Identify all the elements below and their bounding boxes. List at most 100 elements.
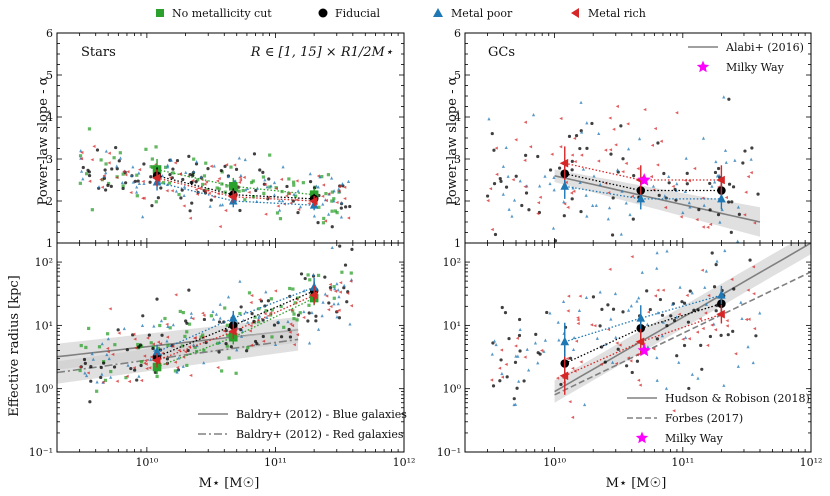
scatter-point-metal-rich — [258, 297, 262, 302]
scatter-point-fiducial — [708, 208, 712, 212]
scatter-point-no-metallicity-cut — [241, 188, 245, 193]
binned-point-metal-rich — [308, 196, 318, 206]
scatter-point-metal-rich — [337, 308, 341, 312]
scatter-point-metal-poor — [717, 173, 721, 177]
scatter-point-no-metallicity-cut — [226, 333, 230, 337]
scatter-point-metal-rich — [182, 204, 186, 208]
scatter-point-metal-rich — [328, 282, 332, 287]
scatter-point-metal-poor — [174, 189, 178, 193]
scatter-point-metal-poor — [202, 361, 206, 365]
scatter-point-fiducial — [279, 335, 284, 339]
scatter-point-metal-rich — [708, 222, 713, 226]
scatter-point-fiducial — [512, 397, 516, 401]
scatter-point-metal-poor — [106, 337, 110, 341]
scatter-point-fiducial — [719, 333, 723, 338]
scatter-point-metal-rich — [568, 400, 572, 404]
scatter-point-fiducial — [621, 310, 625, 314]
scatter-point-no-metallicity-cut — [268, 153, 272, 157]
scatter-point-metal-rich — [630, 194, 634, 198]
scatter-point-fiducial — [234, 167, 239, 171]
scatter-point-metal-rich — [144, 359, 148, 363]
scatter-point-fiducial — [337, 316, 342, 320]
scatter-point-metal-rich — [165, 335, 170, 339]
scatter-point-no-metallicity-cut — [192, 157, 196, 161]
scatter-point-metal-poor — [688, 205, 692, 209]
scatter-point-no-metallicity-cut — [206, 188, 210, 192]
scatter-point-metal-rich — [158, 342, 163, 346]
scatter-point-no-metallicity-cut — [87, 326, 91, 331]
binned-point-metal-poor — [717, 193, 726, 203]
scatter-point-no-metallicity-cut — [349, 271, 353, 275]
scatter-point-metal-poor — [321, 300, 325, 304]
scatter-point-metal-rich — [566, 294, 571, 298]
scatter-point-metal-poor — [171, 323, 175, 327]
scatter-point-metal-poor — [182, 193, 186, 198]
scatter-point-fiducial — [603, 360, 607, 364]
scatter-point-metal-rich — [250, 293, 254, 298]
scatter-point-metal-poor — [336, 288, 340, 292]
scatter-point-metal-rich — [701, 225, 705, 229]
scatter-point-metal-rich — [618, 343, 622, 347]
scatter-point-metal-poor — [184, 170, 188, 174]
scatter-point-metal-poor — [100, 342, 104, 346]
scatter-point-metal-poor — [211, 317, 216, 321]
scatter-point-metal-rich — [144, 362, 148, 366]
scatter-point-fiducial — [133, 179, 137, 183]
scatter-point-metal-rich — [141, 179, 145, 184]
stars-slope-panel: 1 2 3 4 5 6 — [46, 27, 405, 250]
scatter-point-metal-rich — [238, 176, 242, 180]
scatter-point-fiducial — [559, 382, 563, 387]
scatter-point-fiducial — [339, 206, 343, 210]
scatter-point-metal-rich — [744, 190, 748, 194]
scatter-point-fiducial — [507, 336, 511, 341]
scatter-point-metal-rich — [134, 346, 138, 350]
scatter-point-metal-rich — [612, 127, 616, 131]
scatter-point-fiducial — [252, 152, 257, 156]
scatter-point-no-metallicity-cut — [324, 191, 328, 196]
scatter-point-metal-poor — [580, 130, 584, 134]
scatter-point-fiducial — [710, 251, 714, 255]
scatter-point-no-metallicity-cut — [282, 325, 286, 329]
scatter-point-metal-rich — [523, 120, 527, 124]
scatter-point-fiducial — [141, 314, 145, 318]
scatter-point-fiducial — [727, 97, 731, 101]
scatter-point-metal-poor — [131, 165, 135, 169]
scatter-point-metal-poor — [214, 312, 219, 316]
scatter-point-metal-rich — [629, 359, 633, 363]
scatter-point-fiducial — [568, 356, 573, 360]
scatter-point-metal-poor — [118, 156, 123, 160]
scatter-point-metal-poor — [562, 200, 566, 204]
scatter-point-fiducial — [124, 181, 128, 185]
scatter-point-metal-rich — [321, 183, 326, 187]
scatter-point-metal-rich — [579, 153, 584, 157]
scatter-point-no-metallicity-cut — [149, 341, 153, 345]
scatter-point-metal-poor — [626, 308, 631, 312]
scatter-point-fiducial — [616, 347, 620, 351]
scatter-point-metal-poor — [510, 214, 514, 218]
binned-point-metal-rich — [716, 175, 725, 185]
scatter-point-metal-poor — [591, 203, 595, 207]
scatter-point-no-metallicity-cut — [84, 345, 88, 350]
scatter-point-fiducial — [266, 299, 271, 303]
relation-line-hudson-robison-2018 — [554, 243, 811, 393]
scatter-point-metal-poor — [506, 174, 510, 178]
scatter-point-metal-rich — [752, 327, 757, 331]
scatter-point-fiducial — [255, 342, 259, 346]
scatter-point-metal-poor — [348, 322, 352, 326]
scatter-point-fiducial — [303, 276, 307, 281]
scatter-point-metal-poor — [105, 352, 109, 357]
scatter-point-metal-rich — [115, 379, 119, 383]
scatter-point-metal-poor — [751, 360, 755, 365]
scatter-point-metal-poor — [135, 190, 139, 194]
scatter-point-metal-rich — [324, 198, 328, 203]
scatter-point-metal-rich — [349, 279, 353, 283]
scatter-point-metal-poor — [492, 339, 497, 343]
scatter-point-metal-rich — [276, 204, 280, 208]
scatter-point-metal-rich — [191, 178, 195, 183]
scatter-point-metal-rich — [707, 293, 711, 298]
scatter-point-fiducial — [117, 159, 121, 163]
y-axis-label-slope-right: Power-law slope - α — [445, 76, 460, 205]
scatter-point-metal-rich — [335, 200, 339, 205]
scatter-point-metal-rich — [237, 180, 242, 184]
scatter-point-metal-poor — [281, 165, 285, 169]
